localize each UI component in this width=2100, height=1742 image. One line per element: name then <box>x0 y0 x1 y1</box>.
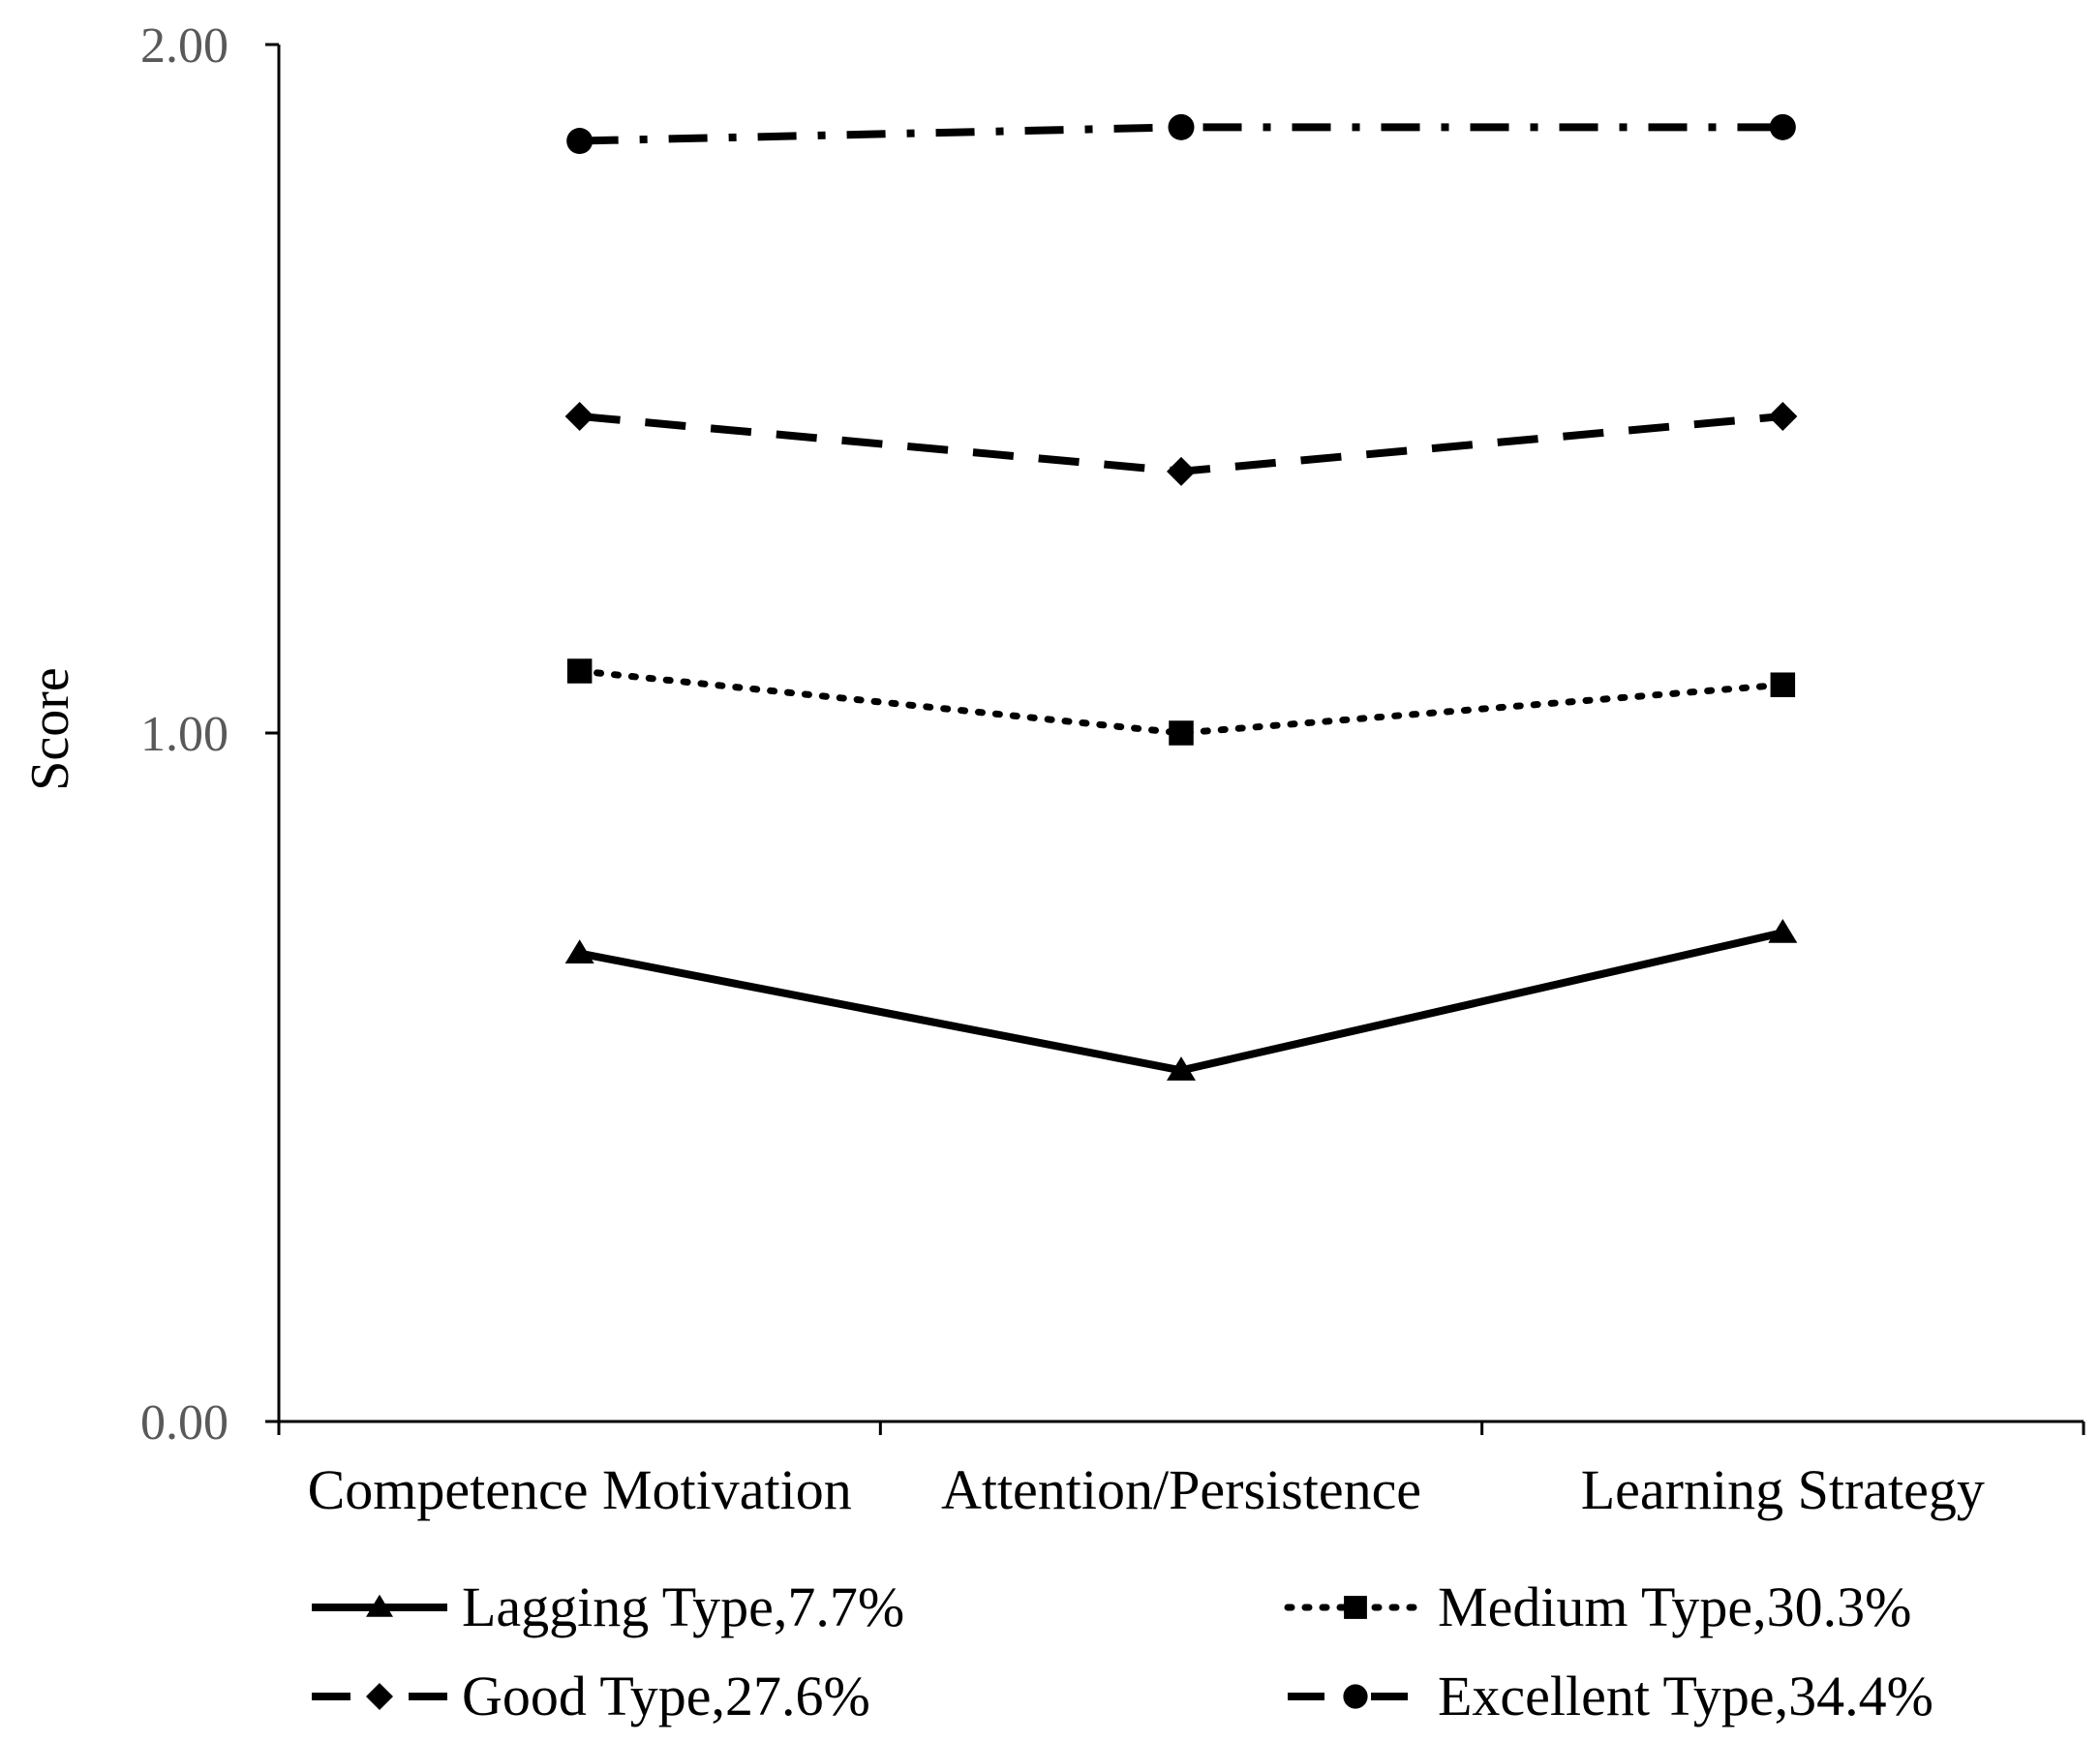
series-3 <box>566 113 1796 155</box>
data-point-diamond <box>564 401 594 431</box>
legend-label: Good Type,27.6% <box>462 1665 870 1727</box>
legend-label: Excellent Type,34.4% <box>1438 1665 1933 1727</box>
data-point-square <box>1770 672 1796 697</box>
legend-marker-circle <box>1343 1684 1368 1709</box>
data-point-circle <box>1769 113 1796 140</box>
legend-label: Medium Type,30.3% <box>1438 1575 1911 1638</box>
legend-marker-diamond <box>366 1683 393 1710</box>
y-tick-label: 1.00 <box>140 707 228 762</box>
legend-item: Medium Type,30.3% <box>1284 1575 1911 1638</box>
x-category-label: Attention/Persistence <box>941 1458 1421 1521</box>
legend-item: Excellent Type,34.4% <box>1288 1665 1933 1727</box>
labels-layer: 0.00 1.00 2.00 Competence Motivation Attenti… <box>20 18 1985 1521</box>
series-0 <box>564 918 1798 1081</box>
series-2 <box>564 401 1798 486</box>
x-category-label: Learning Strategy <box>1581 1458 1985 1521</box>
data-point-triangle <box>1768 918 1798 943</box>
axes <box>265 43 2085 1435</box>
data-point-triangle <box>1167 1056 1196 1081</box>
legend: Lagging Type,7.7% Medium Type,30.3% Good T… <box>312 1575 1933 1727</box>
data-point-circle <box>1168 113 1195 140</box>
data-point-diamond <box>1768 401 1798 431</box>
data-point-circle <box>566 128 593 155</box>
y-tick-label: 2.00 <box>140 18 228 74</box>
legend-item: Lagging Type,7.7% <box>312 1575 904 1638</box>
series-line <box>578 929 1784 1075</box>
series-1 <box>566 658 1796 746</box>
x-category-label: Competence Motivation <box>308 1458 852 1521</box>
data-point-square <box>566 658 593 684</box>
legend-item: Good Type,27.6% <box>312 1665 870 1727</box>
data-point-diamond <box>1167 456 1196 486</box>
series-layer <box>564 113 1798 1081</box>
data-point-triangle <box>564 939 594 964</box>
legend-label: Lagging Type,7.7% <box>462 1575 904 1638</box>
legend-marker-triangle <box>366 1594 393 1617</box>
y-axis-title: Score <box>20 667 80 791</box>
y-tick-label: 0.00 <box>140 1395 228 1451</box>
legend-marker-square <box>1344 1596 1367 1619</box>
data-point-square <box>1169 720 1194 746</box>
